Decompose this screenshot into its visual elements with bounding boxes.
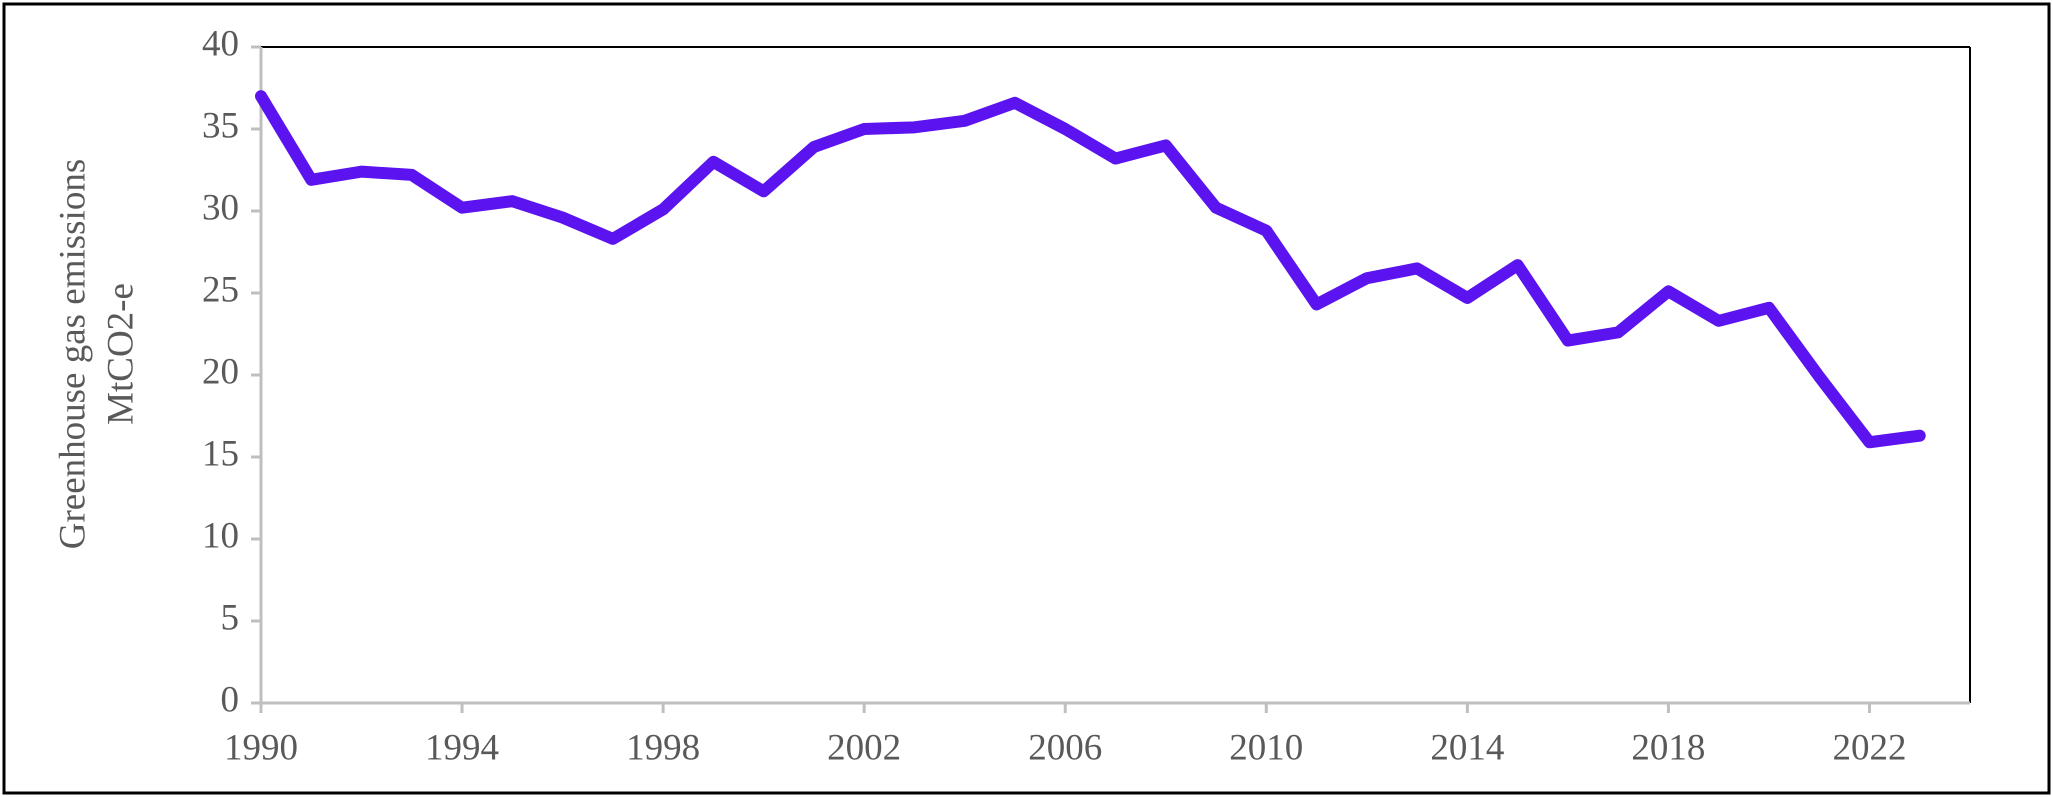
y-axis-title: Greenhouse gas emissions bbox=[52, 159, 93, 550]
x-tick-label: 2022 bbox=[1832, 727, 1906, 768]
x-tick-label: 2006 bbox=[1028, 727, 1102, 768]
y-axis-title-line: MtCO2-e bbox=[100, 283, 141, 425]
y-tick-label: 20 bbox=[202, 351, 239, 392]
y-tick-label: 35 bbox=[202, 105, 239, 146]
x-tick-label: 2002 bbox=[827, 727, 901, 768]
x-tick-label: 1990 bbox=[224, 727, 298, 768]
y-tick-label: 40 bbox=[202, 23, 239, 64]
y-tick-label: 30 bbox=[202, 187, 239, 228]
y-tick-label: 5 bbox=[221, 597, 240, 638]
y-tick-label: 10 bbox=[202, 515, 239, 556]
x-tick-label: 2010 bbox=[1229, 727, 1303, 768]
y-tick-label: 0 bbox=[221, 679, 240, 720]
x-tick-label: 2018 bbox=[1631, 727, 1705, 768]
y-tick-label: 15 bbox=[202, 433, 239, 474]
data-line bbox=[255, 90, 1926, 449]
y-axis-title: MtCO2-e bbox=[100, 283, 141, 425]
x-tick-label: 1994 bbox=[425, 727, 499, 768]
x-tick-label: 1998 bbox=[626, 727, 700, 768]
y-tick-label: 25 bbox=[202, 269, 239, 310]
y-axis-title-line: Greenhouse gas emissions bbox=[52, 159, 93, 550]
x-tick-label: 2014 bbox=[1430, 727, 1504, 768]
